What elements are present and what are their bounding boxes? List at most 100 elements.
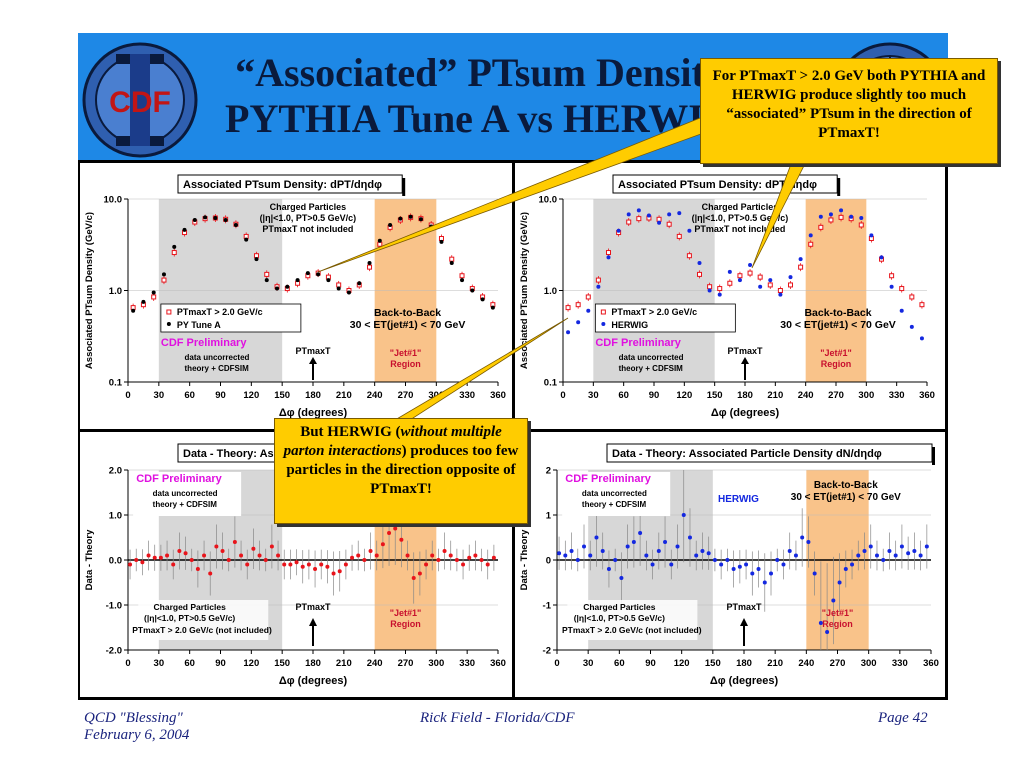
data-point-difference [557, 551, 562, 556]
annotation-charged-3: PTmaxT not included [694, 224, 785, 234]
data-point-difference [731, 567, 736, 571]
data-point-measured [899, 286, 905, 292]
data-point-difference [800, 535, 805, 540]
data-point-difference [669, 562, 674, 567]
chart-title: Associated PTsum Density: dPT/dηdφ [183, 179, 382, 191]
footer-left-2: February 6, 2004 [84, 727, 190, 743]
data-point-herwig [899, 308, 904, 313]
data-point-pythia [275, 286, 280, 291]
data-point-measured [697, 271, 702, 277]
data-point-difference [417, 571, 422, 576]
data-point-herwig [919, 336, 924, 341]
annotation-region: Region [822, 619, 853, 629]
data-point-pythia [285, 284, 290, 289]
x-tick-label: 120 [676, 390, 692, 401]
data-point-herwig [586, 308, 591, 313]
arrow-ptmax-head [309, 357, 317, 364]
data-point-difference [638, 531, 643, 535]
x-tick-label: 270 [398, 390, 414, 401]
y-tick-label: -1 [543, 601, 552, 612]
data-point-difference [325, 564, 330, 569]
data-point-herwig [778, 292, 783, 297]
data-point-herwig [849, 214, 854, 219]
legend-label-theory: PY Tune A [177, 320, 221, 330]
data-point-difference [737, 564, 742, 569]
data-point-difference [762, 580, 767, 585]
y-tick-label: 0 [546, 556, 551, 567]
data-point-herwig [828, 212, 833, 217]
footer-left-1: QCD "Blessing" [84, 710, 183, 726]
data-point-measured [636, 216, 642, 222]
data-point-measured [666, 221, 672, 227]
data-point-pythia [326, 278, 331, 283]
legend-marker-measured [600, 309, 606, 315]
data-point-pythia [203, 215, 208, 220]
data-point-difference [165, 553, 170, 558]
data-point-difference [128, 562, 133, 567]
data-point-difference [399, 537, 404, 542]
data-point-measured [656, 216, 662, 222]
x-tick-label: 60 [184, 658, 195, 669]
data-point-difference [226, 558, 231, 562]
annotation-uncorrected-1: data uncorrected [582, 489, 647, 498]
data-point-difference [912, 549, 917, 553]
annotation-charged-1: Charged Particles [583, 602, 656, 612]
data-point-difference [600, 549, 605, 553]
y-tick-label: 0.1 [109, 378, 123, 389]
data-point-herwig [616, 228, 621, 233]
slide-title: “Associated” PTsum Density PYTHIA Tune A… [200, 50, 760, 142]
annotation-jet1: "Jet#1" [390, 348, 422, 358]
x-tick-label: 240 [367, 658, 383, 669]
data-point-measured [161, 277, 167, 283]
data-point-difference [454, 558, 459, 562]
data-point-difference [681, 513, 686, 517]
annotation-ptmax: PTmaxT [727, 346, 763, 356]
data-point-pythia [151, 290, 156, 295]
y-tick-label: 2.0 [109, 466, 122, 477]
x-tick-label: 0 [560, 390, 565, 401]
x-tick-label: 30 [583, 658, 594, 669]
data-point-difference [337, 569, 342, 574]
panel-top-left: 0 30 60 90 120 150 180 210 240 270 300 330 360 0.1 1.0… [80, 163, 512, 429]
slide-title-line2: PYTHIA Tune A vs HERWIG [225, 96, 735, 141]
data-point-difference [331, 571, 336, 576]
data-point-difference [282, 562, 287, 567]
y-tick-label: 0.1 [544, 378, 558, 389]
data-point-pythia [357, 281, 362, 286]
data-point-measured [767, 282, 773, 288]
data-point-pythia [398, 216, 403, 221]
data-point-pythia [131, 308, 136, 313]
x-tick-label: 0 [125, 658, 130, 669]
x-tick-label: 180 [305, 390, 321, 401]
data-point-difference [374, 553, 379, 558]
data-point-difference [862, 549, 867, 553]
x-tick-label: 360 [923, 658, 939, 669]
annotation-jet1: "Jet#1" [822, 608, 854, 618]
data-point-difference [350, 555, 355, 560]
data-point-herwig [768, 278, 773, 283]
data-point-difference [189, 558, 194, 562]
x-tick-label: 270 [398, 658, 414, 669]
x-tick-label: 180 [737, 390, 753, 401]
data-point-herwig [707, 288, 712, 293]
data-point-herwig [727, 269, 732, 274]
data-point-pythia [233, 222, 238, 227]
data-point-difference [781, 562, 786, 567]
chart-title-shadow [402, 178, 406, 196]
callout-top-text: For PTmaxT > 2.0 GeV both PYTHIA and HER… [712, 68, 986, 141]
annotation-region: Region [821, 359, 852, 369]
data-point-difference [393, 526, 398, 531]
y-tick-label: 2 [546, 466, 551, 477]
data-point-difference [356, 553, 361, 558]
annotation-ptmax: PTmaxT [726, 602, 762, 612]
annotation-et-range: 30 < ET(jet#1) < 70 GeV [791, 492, 901, 503]
x-tick-label: 120 [243, 658, 259, 669]
data-point-difference [195, 567, 200, 571]
annotation-charged-2: (|η|<1.0, PT>0.5 GeV/c) [692, 213, 789, 223]
arrow-ptmax-head [309, 618, 317, 626]
annotation-et-range: 30 < ET(jet#1) < 70 GeV [350, 319, 466, 331]
data-point-measured [717, 286, 723, 292]
data-point-difference [479, 558, 484, 562]
data-point-difference [313, 567, 318, 571]
data-point-pythia [460, 278, 465, 283]
